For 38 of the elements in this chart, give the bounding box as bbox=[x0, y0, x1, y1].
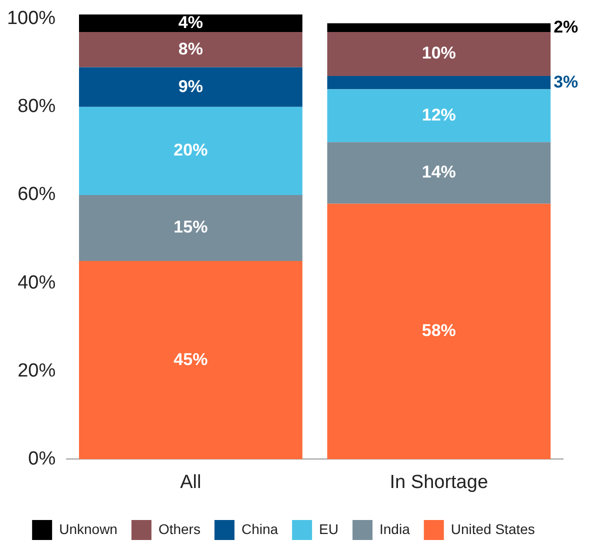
x-tick-label: In Shortage bbox=[390, 472, 488, 493]
bar bbox=[327, 142, 551, 204]
bar bbox=[327, 76, 551, 90]
data-label: 10% bbox=[422, 44, 456, 63]
data-label: 20% bbox=[174, 140, 208, 160]
legend-label: India bbox=[380, 520, 410, 537]
data-label: 45% bbox=[174, 350, 208, 369]
bar bbox=[79, 261, 302, 460]
bar bbox=[79, 106, 302, 195]
x-tick-label: All bbox=[180, 472, 202, 493]
bar bbox=[79, 32, 302, 68]
data-label: 12% bbox=[422, 105, 456, 124]
bar bbox=[79, 14, 302, 32]
bar bbox=[79, 67, 302, 107]
bar bbox=[327, 204, 551, 460]
data-label: 2% bbox=[554, 17, 578, 36]
data-label: 14% bbox=[422, 162, 456, 182]
legend-label: Others bbox=[158, 520, 200, 537]
legend-label: China bbox=[241, 520, 278, 537]
bar bbox=[327, 32, 551, 76]
y-tick-label: 20% bbox=[18, 360, 56, 382]
y-tick-label: 60% bbox=[18, 184, 56, 206]
y-tick-label: 100% bbox=[6, 8, 56, 30]
y-tick-label: 80% bbox=[18, 96, 56, 118]
bar bbox=[327, 23, 551, 32]
data-label: 8% bbox=[178, 39, 203, 58]
bar bbox=[79, 194, 302, 262]
bar bbox=[327, 89, 551, 142]
legend-label: United States bbox=[450, 520, 535, 537]
legend-label: Unknown bbox=[59, 520, 118, 537]
y-tick-label: 40% bbox=[18, 272, 56, 294]
data-label: 9% bbox=[178, 76, 203, 96]
y-tick-label: 0% bbox=[28, 448, 56, 470]
data-label: 4% bbox=[178, 12, 203, 32]
data-label: 58% bbox=[422, 321, 456, 340]
data-label: 3% bbox=[554, 72, 578, 92]
legend-label: EU bbox=[319, 520, 339, 537]
data-label: 15% bbox=[174, 218, 208, 237]
